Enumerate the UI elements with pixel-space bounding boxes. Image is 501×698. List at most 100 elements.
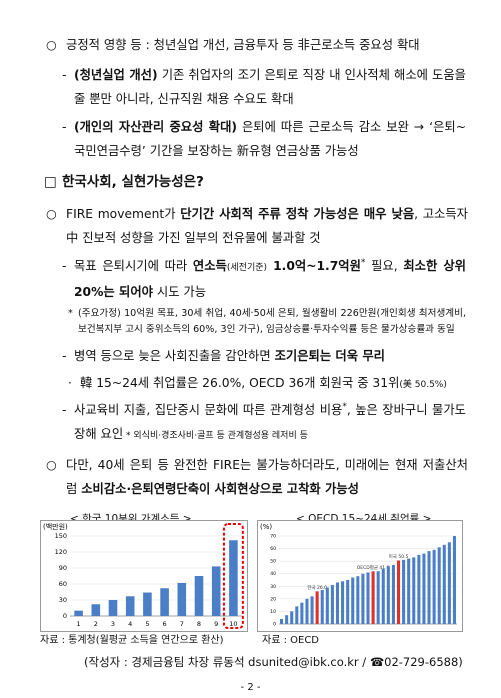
paragraph: (청년실업 개선) 기존 취업자의 조기 은퇴로 직장 내 인사적체 해소에 도…	[74, 63, 466, 111]
bar	[407, 558, 411, 624]
bullet: *	[68, 308, 73, 319]
text-run: (주요가정) 10억원 목표, 30세 취업, 40세·50세 은퇴, 월생활비…	[78, 308, 466, 335]
bar	[402, 559, 406, 624]
x-tick-label: 8	[197, 620, 201, 628]
bullet: ·	[68, 376, 72, 390]
y-tick-label: 90	[59, 564, 67, 572]
y-tick-label: 60	[270, 546, 276, 552]
text-run: 사교육비 지출, 집단중시 문화에 따른 관계형성 비용	[74, 403, 343, 417]
bar	[330, 585, 334, 624]
text-run: , 높은 장바구니 물가도 장해 요인	[74, 403, 466, 441]
text-run: 소비감소·은퇴연령단축이 사회현상으로 고착화 가능성	[81, 482, 359, 496]
bullet: -	[62, 403, 67, 417]
bar	[160, 588, 169, 616]
paragraph: 사교육비 지출, 집단중시 문화에 따른 관계형성 비용*, 높은 장바구니 물…	[74, 398, 466, 448]
bar	[391, 564, 395, 624]
text-run: 한국사회, 실현가능성은?	[62, 174, 204, 190]
text-run: 시도 가능	[152, 285, 207, 299]
highlight-box	[222, 523, 244, 629]
bar	[325, 587, 329, 624]
chart-source: 자료 : OECD	[262, 635, 319, 646]
chart-source: 자료 : 통계청(월평균 소득을 연간으로 환산)	[40, 635, 224, 646]
paragraph: (개인의 자산관리 중요성 확대) 은퇴에 따른 근로소득 감소 보완 → ‘은…	[74, 115, 466, 163]
text-run: 긍정적 영향 등 : 청년실업 개선, 금융투자 등 非근로소득 중요성 확대	[66, 38, 420, 52]
x-tick-label: 7	[180, 620, 184, 628]
footer: (작성자 : 경제금융팀 차장 류동석 dsunited@ibk.co.kr /…	[84, 655, 463, 669]
bullet: -	[62, 68, 67, 82]
y-tick-label: 10	[270, 609, 276, 615]
bar	[74, 610, 83, 616]
y-tick-label: 70	[270, 534, 276, 540]
y-tick-label: 40	[270, 571, 276, 577]
paragraph: 목표 은퇴시기에 따라 연소득(세전기준) 1.0억~1.7억원* 필요, 최소…	[74, 254, 466, 304]
bar	[412, 557, 416, 624]
bar	[229, 540, 238, 616]
bar	[310, 596, 314, 624]
bar	[381, 568, 385, 624]
bullet: □	[44, 174, 57, 190]
bar	[177, 582, 187, 616]
bar	[346, 580, 350, 624]
data-label: 한국 26.0	[307, 585, 327, 591]
paragraph: 한국사회, 실현가능성은?	[62, 170, 462, 194]
bar	[386, 566, 390, 624]
text-run: 연소득	[192, 259, 227, 273]
x-tick-label: 3	[111, 620, 115, 628]
text-run: 최소한 상위 20%는 되어야	[74, 259, 466, 299]
x-tick-label: 2	[94, 620, 98, 628]
text-run: (美 50.5%)	[399, 380, 447, 390]
bar	[376, 571, 380, 624]
text-run: , 고소득자 中 진보적 성향을 가진 일부의 전유물에 불과할 것	[66, 207, 468, 245]
bar	[422, 553, 426, 624]
bar	[371, 571, 375, 624]
bar	[356, 576, 360, 624]
y-tick-label: 120	[55, 548, 67, 556]
y-tick-label: 0	[273, 622, 276, 628]
bar	[442, 544, 446, 624]
bullet: -	[62, 120, 67, 134]
bar	[452, 536, 456, 624]
paragraph: FIRE movement가 단기간 사회적 주류 정착 가능성은 매우 낮음,…	[66, 202, 468, 250]
text-run: 목표 은퇴시기에 따라	[74, 259, 193, 273]
bar	[125, 596, 135, 616]
paragraph: (주요가정) 10억원 목표, 30세 취업, 40세·50세 은퇴, 월생활비…	[78, 306, 466, 338]
x-tick-label: 4	[128, 620, 132, 628]
y-tick-label: 150	[55, 532, 67, 540]
text-run: 단기간 사회적 주류 정착 가능성은 매우 낮음	[180, 207, 415, 221]
text-run: 다만, 40세 은퇴 등 완전한 FIRE는 불가능하더라도, 미래에는 현재 …	[66, 458, 468, 496]
y-tick-label: 30	[59, 596, 67, 604]
text-run: (세전기준)	[226, 263, 268, 273]
bar	[143, 592, 152, 616]
bar	[194, 576, 204, 616]
text-run: 필요,	[365, 259, 404, 273]
text-run: 조기은퇴는 더욱 무리	[274, 349, 385, 363]
paragraph: 다만, 40세 은퇴 등 완전한 FIRE는 불가능하더라도, 미래에는 현재 …	[66, 453, 468, 501]
text-run: *	[360, 257, 366, 268]
text-run: 1.0억~1.7억원	[267, 259, 361, 273]
text-run: FIRE movement가	[66, 207, 181, 221]
text-run: *	[342, 401, 347, 412]
x-tick-label: 5	[145, 620, 149, 628]
bar	[285, 615, 289, 624]
y-axis-label: (%)	[260, 523, 272, 531]
bar	[361, 573, 365, 624]
bar	[315, 591, 319, 624]
bar	[351, 577, 355, 624]
text-run: (개인의 자산관리 중요성 확대)	[74, 120, 238, 134]
y-tick-label: 20	[270, 596, 276, 602]
y-tick-label: 0	[63, 612, 67, 620]
bar	[108, 600, 118, 616]
bar	[211, 566, 221, 616]
x-tick-label: 10	[229, 620, 237, 628]
bar	[320, 590, 324, 624]
x-tick-label: 9	[214, 620, 218, 628]
x-tick-label: 1	[77, 620, 81, 628]
chart-frame	[257, 520, 463, 632]
text-run: 병역 등으로 늦은 사회진출을 감안하면	[74, 349, 275, 363]
bar	[280, 618, 284, 624]
bar	[396, 560, 401, 624]
bar	[432, 549, 436, 624]
bar	[295, 606, 299, 624]
bullet: ○	[46, 207, 57, 221]
